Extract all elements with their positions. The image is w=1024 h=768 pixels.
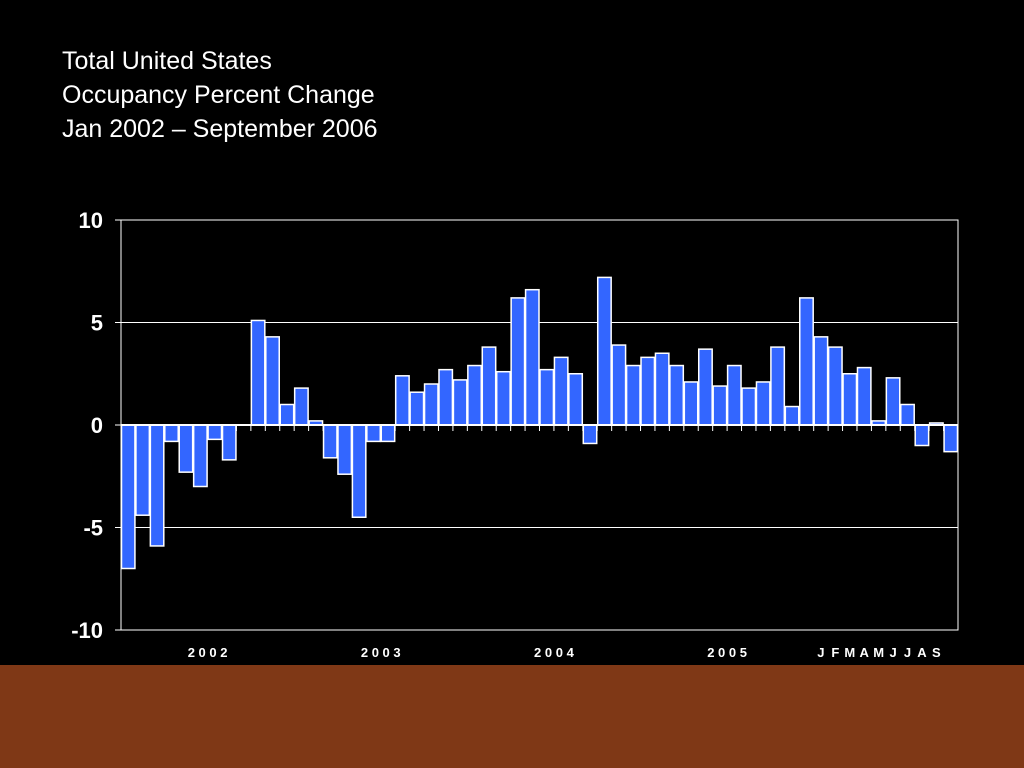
bar xyxy=(770,346,786,426)
bar xyxy=(611,344,627,426)
bar xyxy=(712,385,728,426)
bar xyxy=(337,424,353,475)
bar xyxy=(827,346,843,426)
bar xyxy=(683,381,699,426)
bar xyxy=(625,364,641,426)
bar xyxy=(380,424,396,443)
y-tick-label: 0 xyxy=(91,413,103,438)
bar xyxy=(438,368,454,426)
bar xyxy=(856,366,872,426)
bar xyxy=(120,424,136,570)
title-line-1: Total United States xyxy=(62,47,272,75)
bar xyxy=(394,375,410,426)
bar xyxy=(697,348,713,426)
bar xyxy=(510,297,526,426)
bar xyxy=(741,387,757,426)
bar xyxy=(149,424,165,547)
bar xyxy=(192,424,208,488)
month-label: A xyxy=(860,645,870,660)
y-tick-label: 10 xyxy=(79,208,103,233)
month-label: J xyxy=(904,645,911,660)
month-label: S xyxy=(932,645,941,660)
bar xyxy=(669,364,685,426)
year-label: 2 0 0 3 xyxy=(361,645,401,660)
bar xyxy=(178,424,194,473)
y-tick-label: 5 xyxy=(91,311,103,336)
bar xyxy=(279,403,295,426)
year-label: 2 0 0 5 xyxy=(707,645,747,660)
bar xyxy=(452,379,468,426)
bar xyxy=(539,368,555,426)
bar xyxy=(582,424,598,445)
bar xyxy=(265,336,280,426)
title-line-3: Jan 2002 – September 2006 xyxy=(62,115,378,143)
bar xyxy=(799,297,814,426)
title-line-2: Occupancy Percent Change xyxy=(62,81,375,109)
bar xyxy=(553,356,569,426)
bar xyxy=(596,276,612,426)
bar xyxy=(423,383,439,426)
axes xyxy=(115,219,959,631)
bar xyxy=(207,424,223,441)
bar xyxy=(495,370,511,426)
bar xyxy=(914,424,930,447)
bar xyxy=(726,364,742,426)
bar xyxy=(409,391,425,426)
bar xyxy=(842,373,858,426)
bars xyxy=(120,276,959,570)
year-label: 2 0 0 2 xyxy=(188,645,228,660)
bar xyxy=(467,364,483,426)
bar xyxy=(135,424,151,516)
bar xyxy=(322,424,338,459)
y-tick-labels: 10 5 0 -5 -10 xyxy=(71,208,103,643)
bar xyxy=(784,405,800,426)
month-label: A xyxy=(917,645,927,660)
bar xyxy=(640,356,656,426)
year-label: 2 0 0 4 xyxy=(534,645,575,660)
month-label: J xyxy=(889,645,896,660)
month-label: M xyxy=(844,645,855,660)
bar xyxy=(351,424,367,518)
bar xyxy=(755,381,771,426)
month-label: F xyxy=(831,645,839,660)
bar xyxy=(813,336,829,426)
y-tick-label: -10 xyxy=(71,618,103,643)
bar xyxy=(481,346,497,426)
bar xyxy=(164,424,179,443)
bar xyxy=(654,352,670,426)
month-label: J xyxy=(817,645,824,660)
footer-band xyxy=(0,665,1024,768)
slide-title: Total United States Occupancy Percent Ch… xyxy=(62,44,378,146)
bar xyxy=(524,288,540,426)
bar xyxy=(568,373,584,426)
bar xyxy=(900,403,915,426)
month-label: M xyxy=(873,645,884,660)
y-tick-label: -5 xyxy=(83,516,103,541)
bar xyxy=(943,424,959,453)
bar xyxy=(250,319,266,426)
bar xyxy=(366,424,382,443)
bar xyxy=(221,424,237,461)
bar xyxy=(885,377,901,426)
bar xyxy=(293,387,309,426)
